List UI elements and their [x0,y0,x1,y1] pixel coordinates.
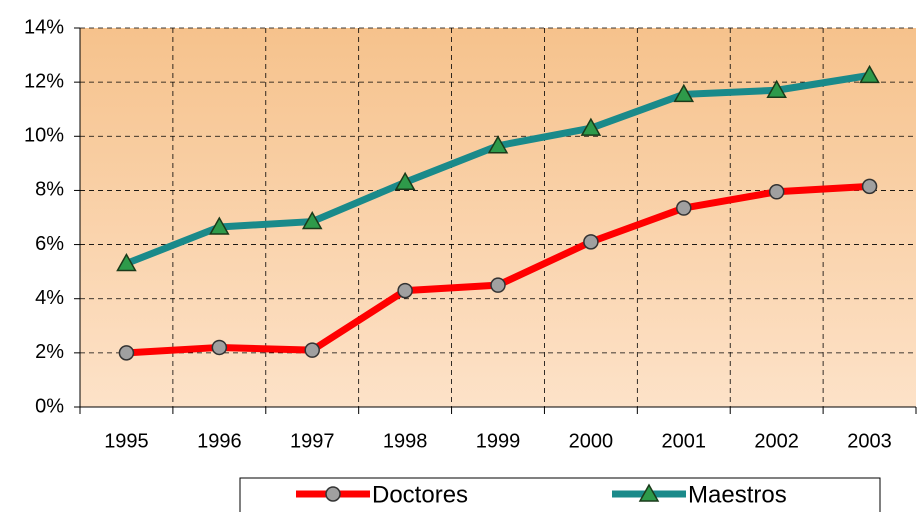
marker [580,117,602,136]
marker [583,234,599,250]
marker [768,184,785,200]
x-tick-label: 2000 [569,430,614,452]
y-tick-label: 4% [35,287,64,309]
y-tick-label: 14% [24,16,64,38]
x-tick-label: 1997 [290,430,335,452]
marker [766,79,787,99]
marker [211,339,228,356]
y-tick-label: 6% [35,233,64,255]
x-tick-label: 1996 [197,430,242,452]
y-tick-label: 8% [35,179,64,201]
y-tick-label: 12% [24,70,64,92]
marker [859,64,880,84]
marker [673,83,695,103]
marker [304,342,320,358]
x-tick-label: 2001 [662,430,707,452]
legend-label: Maestros [688,481,787,508]
marker [209,216,230,235]
marker [490,277,506,293]
marker [487,135,509,154]
y-tick-label: 10% [24,125,64,147]
marker [394,171,416,191]
marker [116,252,137,272]
x-tick-label: 1999 [476,430,521,452]
marker [118,345,135,361]
x-tick-label: 1995 [104,430,149,452]
y-tick-label: 2% [35,341,64,363]
marker [325,486,341,502]
legend-label: Doctores [372,481,468,508]
marker [397,282,413,299]
x-tick-label: 2003 [847,430,892,452]
y-tick-label: 0% [35,395,64,417]
marker [638,483,660,502]
marker [301,211,323,230]
x-tick-label: 1998 [383,430,428,452]
x-tick-label: 2002 [754,430,799,452]
marker [861,178,878,195]
marker [676,200,692,216]
